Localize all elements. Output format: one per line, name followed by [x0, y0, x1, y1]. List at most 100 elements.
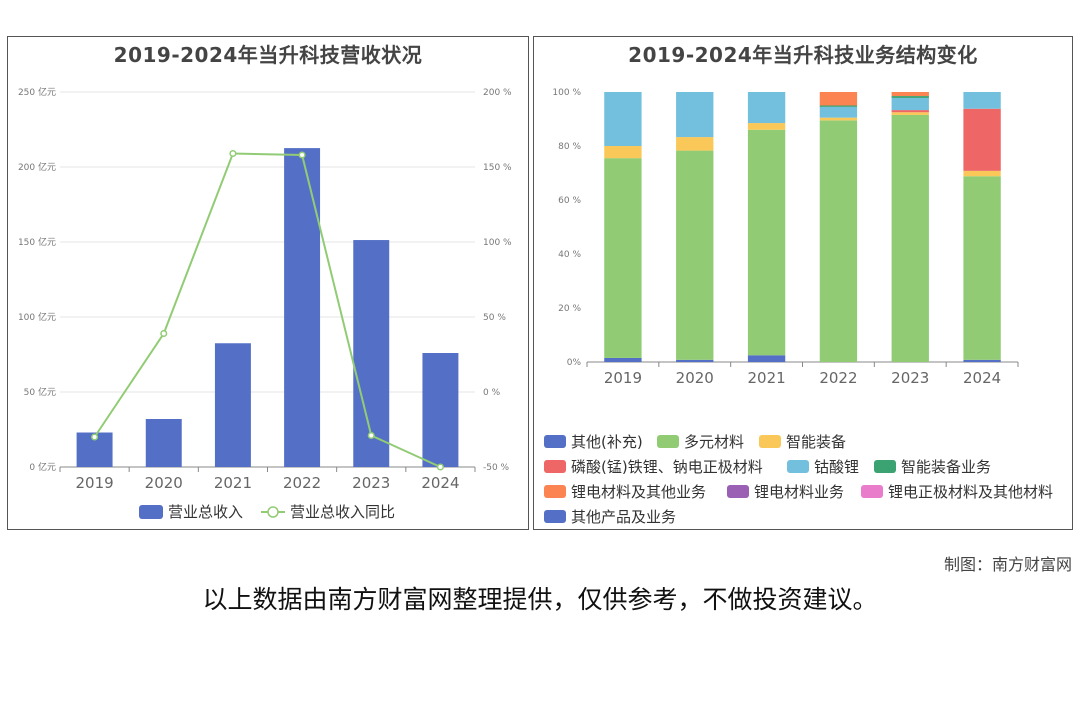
stacked-bar-segment — [963, 170, 1001, 177]
stacked-bar-segment — [819, 105, 858, 107]
legend-swatch — [759, 435, 781, 448]
revenue-chart-panel: 2019-2024年当升科技营收状况 0 亿元 50 亿元 100 亿元 150 亿元… — [7, 36, 529, 530]
revenue-chart-title: 2019-2024年当升科技营收状况 — [113, 43, 423, 67]
y-right-tick-label: 200 % — [483, 88, 512, 98]
stacked-bar-segment — [819, 92, 858, 106]
disclaimer-text: 以上数据由南方财富网整理提供，仅供参考，不做投资建议。 — [202, 585, 878, 614]
y-tick-label: 60 % — [558, 196, 581, 206]
stacked-bar-segment — [676, 359, 714, 362]
legend-swatch-revenue — [139, 505, 163, 519]
legend-label-revenue: 营业总收入 — [168, 503, 243, 521]
x-tick-label: 2022 — [819, 369, 857, 387]
stacked-bar-segment — [604, 158, 642, 358]
legend-label: 多元材料 — [684, 433, 744, 451]
x-tick-label: 2020 — [145, 474, 183, 492]
x-tick-label: 2021 — [747, 369, 785, 387]
stacked-bar-segment — [891, 92, 929, 97]
x-tick-label: 2024 — [963, 369, 1001, 387]
stacked-bar-segment — [747, 123, 786, 130]
legend-label: 锂电材料及其他业务 — [571, 483, 706, 501]
legend-swatch — [544, 510, 566, 523]
yoy-point — [436, 463, 444, 471]
legend-swatch — [787, 460, 809, 473]
y-tick-label: 40 % — [558, 250, 581, 260]
legend-swatch — [727, 485, 749, 498]
y-right-tick-label: 0 % — [483, 388, 501, 398]
legend-label-yoy: 营业总收入同比 — [290, 503, 395, 521]
x-tick-label: 2023 — [352, 474, 390, 492]
revenue-bar — [422, 353, 459, 467]
stacked-bar-segment — [963, 176, 1001, 360]
structure-chart-panel: 2019-2024年当升科技业务结构变化 0% 20 % 40 % 60 % 80 % 1… — [533, 36, 1073, 530]
revenue-bar — [353, 240, 390, 467]
y-tick-label: 100 % — [552, 88, 581, 98]
y-right-tick-label: 100 % — [483, 238, 512, 248]
stacked-bar-segment — [891, 110, 929, 113]
stacked-bar-segment — [963, 359, 1001, 362]
x-tick-label: 2020 — [676, 369, 714, 387]
yoy-point — [367, 431, 375, 440]
stacked-bar-segment — [819, 120, 858, 362]
legend-swatch — [657, 435, 679, 448]
structure-chart-title: 2019-2024年当升科技业务结构变化 — [628, 43, 978, 67]
legend-label: 其他(补充) — [571, 433, 643, 451]
legend-swatch — [544, 485, 566, 498]
stacked-bar-segment — [891, 112, 929, 115]
y-tick-label: 0% — [567, 358, 582, 368]
stacked-bar-segment — [819, 106, 858, 118]
y-left-tick-label: 150 亿元 — [18, 236, 56, 248]
x-tick-label: 2023 — [891, 369, 929, 387]
legend-swatch — [544, 435, 566, 448]
stacked-bar-segment — [891, 114, 929, 362]
stacked-bar-segment — [891, 96, 929, 98]
stacked-bar-segment — [604, 357, 642, 362]
stacked-bar-segment — [604, 146, 642, 159]
revenue-bar — [214, 343, 251, 467]
y-left-tick-label: 100 亿元 — [18, 311, 56, 323]
legend-label: 锂电正极材料及其他材料 — [888, 483, 1053, 501]
y-left-tick-label: 200 亿元 — [18, 161, 56, 173]
stacked-bar-segment — [676, 150, 714, 360]
y-right-tick-label: -50 % — [483, 463, 510, 473]
legend-label: 其他产品及业务 — [571, 508, 676, 526]
y-right-tick-label: 150 % — [483, 163, 512, 173]
legend-swatch — [544, 460, 566, 473]
stacked-bar-segment — [676, 92, 714, 138]
x-tick-label: 2019 — [75, 474, 113, 492]
revenue-bar — [145, 419, 182, 467]
legend-label: 智能装备业务 — [901, 458, 991, 476]
stacked-bar-segment — [604, 92, 642, 146]
stacked-bar-segment — [963, 108, 1001, 171]
yoy-point — [160, 329, 168, 338]
stacked-bar-segment — [819, 117, 858, 121]
revenue-chart: 0 亿元 50 亿元 100 亿元 150 亿元 200 亿元 250 亿元 -50 % 0 … — [18, 86, 512, 521]
stacked-bar-segment — [963, 92, 1001, 109]
legend-label: 钴酸锂 — [814, 458, 859, 476]
stacked-bar-segment — [747, 92, 786, 124]
x-tick-label: 2024 — [421, 474, 459, 492]
stacked-bar-segment — [747, 129, 786, 356]
legend-label: 智能装备 — [786, 433, 846, 451]
y-left-tick-label: 0 亿元 — [29, 461, 56, 473]
x-tick-label: 2022 — [283, 474, 321, 492]
yoy-line — [93, 152, 441, 468]
y-tick-label: 20 % — [558, 304, 581, 314]
legend-label: 磷酸(锰)铁锂、钠电正极材料 — [571, 458, 763, 476]
y-tick-label: 80 % — [558, 142, 581, 152]
revenue-bar — [284, 148, 321, 467]
stacked-bar-segment — [747, 355, 786, 362]
legend-swatch-yoy-marker — [267, 506, 279, 518]
y-left-tick-label: 50 亿元 — [24, 386, 56, 398]
stacked-bar-segment — [891, 97, 929, 111]
structure-chart: 0% 20 % 40 % 60 % 80 % 100 % 2019 2020 2021 2022 2… — [544, 88, 1053, 526]
chart-credit: 制图：南方财富网 — [943, 555, 1072, 574]
stacked-bar-segment — [676, 137, 714, 151]
yoy-point — [91, 433, 99, 441]
yoy-point — [298, 151, 306, 159]
legend-swatch — [861, 485, 883, 498]
x-tick-label: 2021 — [214, 474, 252, 492]
y-right-tick-label: 50 % — [483, 313, 506, 323]
yoy-point — [229, 149, 237, 158]
legend-label: 锂电材料业务 — [754, 483, 844, 501]
x-tick-label: 2019 — [604, 369, 642, 387]
